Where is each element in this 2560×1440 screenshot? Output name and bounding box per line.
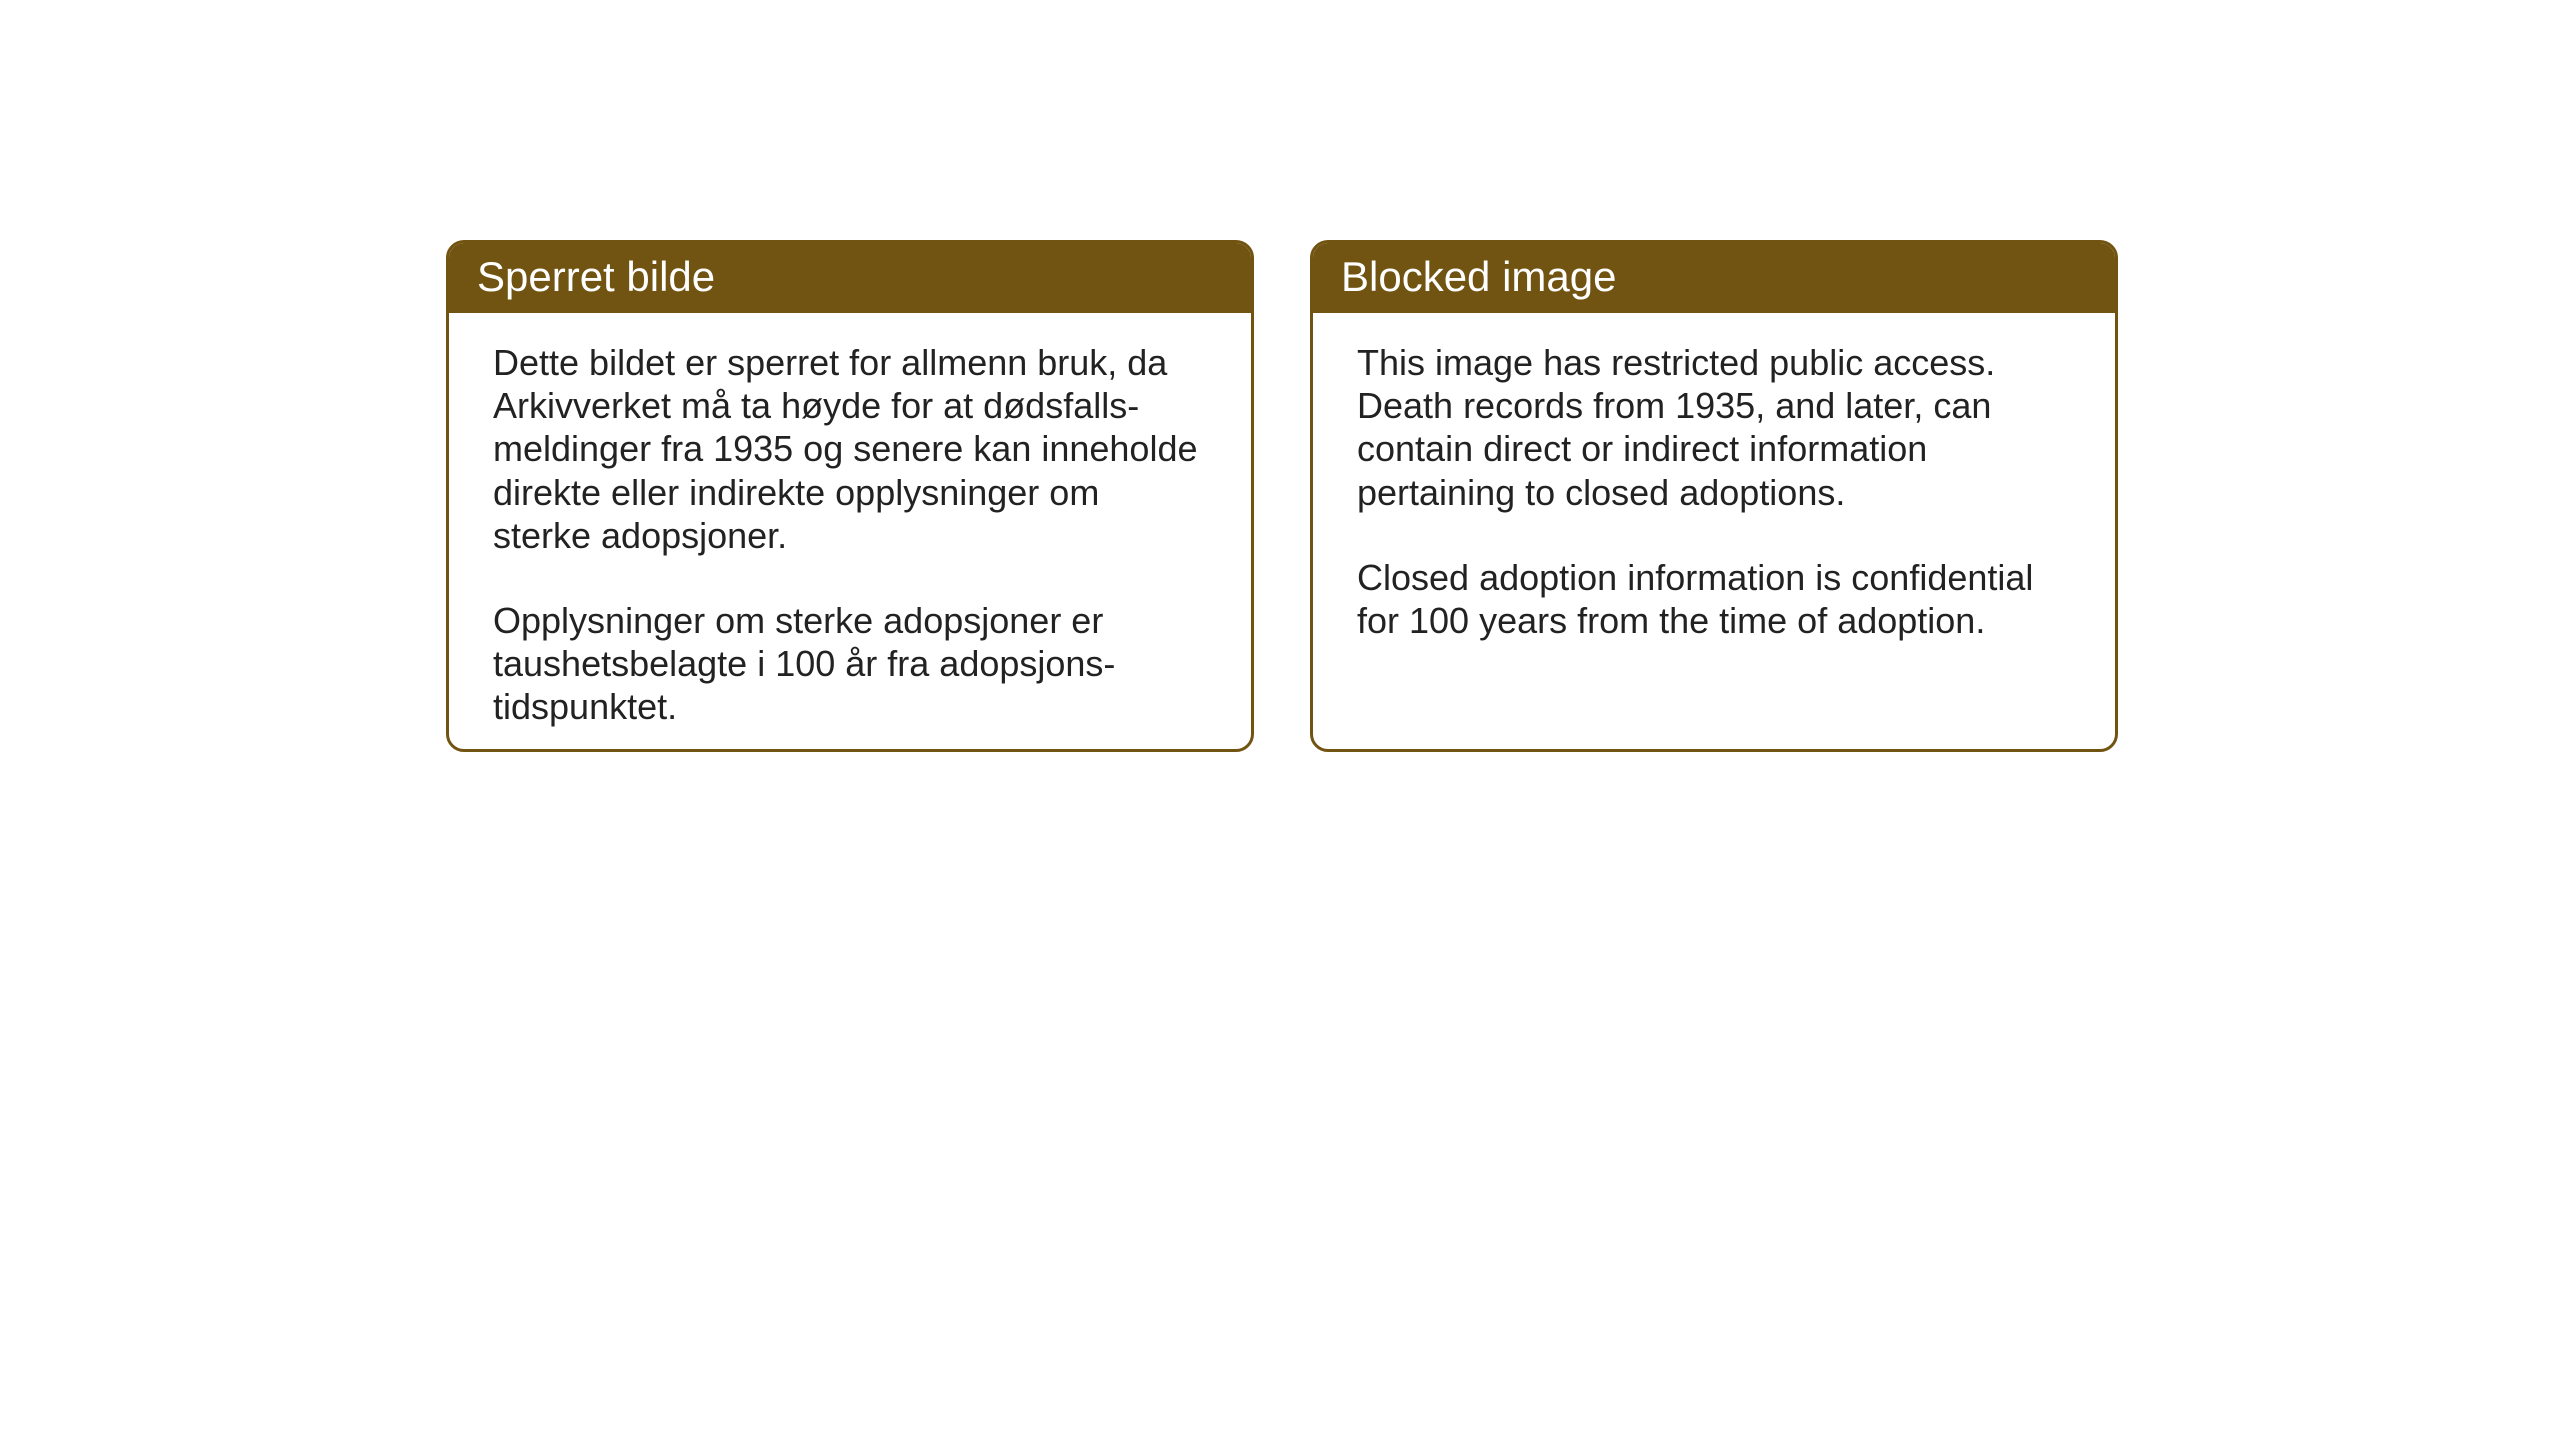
notice-box-english: Blocked image This image has restricted … — [1310, 240, 2118, 752]
notice-box-norwegian: Sperret bilde Dette bildet er sperret fo… — [446, 240, 1254, 752]
notice-title-english: Blocked image — [1341, 253, 1616, 300]
notice-title-norwegian: Sperret bilde — [477, 253, 715, 300]
notice-body-norwegian: Dette bildet er sperret for allmenn bruk… — [449, 313, 1251, 752]
notice-paragraph-1-norwegian: Dette bildet er sperret for allmenn bruk… — [493, 341, 1207, 557]
notice-container: Sperret bilde Dette bildet er sperret fo… — [446, 240, 2118, 752]
notice-paragraph-2-norwegian: Opplysninger om sterke adopsjoner er tau… — [493, 599, 1207, 729]
notice-body-english: This image has restricted public access.… — [1313, 313, 2115, 670]
notice-paragraph-1-english: This image has restricted public access.… — [1357, 341, 2071, 514]
notice-paragraph-2-english: Closed adoption information is confident… — [1357, 556, 2071, 642]
notice-header-english: Blocked image — [1313, 243, 2115, 313]
notice-header-norwegian: Sperret bilde — [449, 243, 1251, 313]
